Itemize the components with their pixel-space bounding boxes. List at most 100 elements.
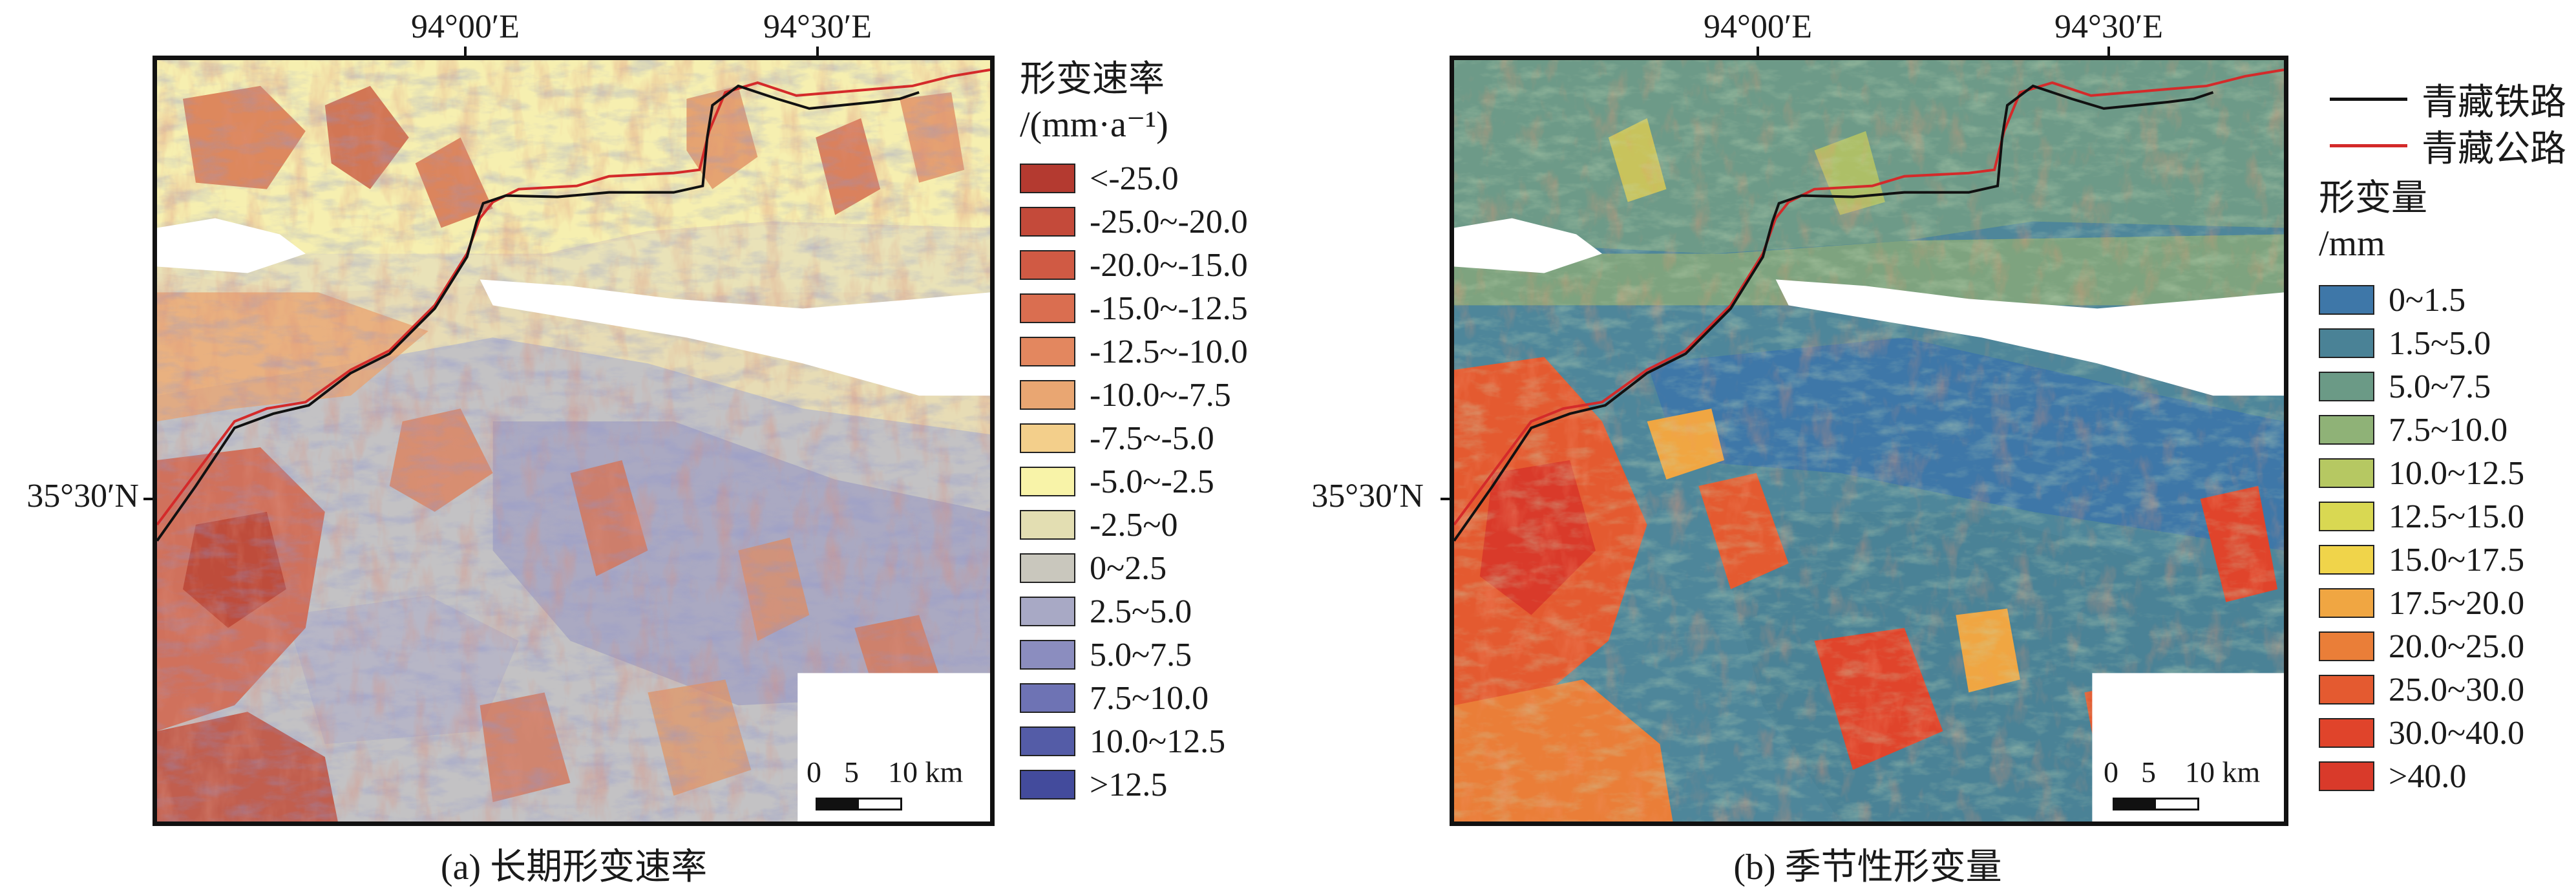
legend-title-b-line2: /mm [2319,224,2385,264]
legend-swatch [2319,761,2374,791]
legend-label: -7.5~-5.0 [1090,419,1214,457]
tick-94-00-b [1757,47,1759,57]
legend-title-a-line2: /(mm·a⁻¹) [1020,105,1168,145]
legend-label: -12.5~-10.0 [1090,333,1248,370]
map-b-raster [1454,60,2284,821]
legend-item: 25.0~30.0 [2319,670,2524,709]
legend-swatch [1020,293,1075,323]
legend-item: 12.5~15.0 [2319,497,2524,536]
legend-label: -15.0~-12.5 [1090,290,1248,327]
map-a[interactable] [153,56,995,826]
railway-route-a [157,84,920,542]
legend-title-a: 形变速率 /(mm·a⁻¹) [1020,57,1168,147]
legend-swatch [1020,380,1075,410]
legend-label: 0~2.5 [1090,549,1167,587]
legend-item: -2.5~0 [1020,505,1177,544]
legend-item: -5.0~-2.5 [1020,462,1214,501]
legend-swatch [1020,683,1075,713]
legend-item: -25.0~-20.0 [1020,202,1248,241]
legend-label: 5.0~7.5 [1090,636,1192,673]
legend-swatch [2319,372,2374,401]
legend-label: 12.5~15.0 [2389,498,2525,535]
legend-item: 7.5~10.0 [2319,410,2507,449]
lon-label-94-30-b: 94°30′E [2054,8,2163,45]
legend-swatch [2319,415,2374,445]
legend-item: -12.5~-10.0 [1020,332,1248,371]
legend-item: 0~2.5 [1020,549,1167,588]
legend-item: -15.0~-12.5 [1020,289,1248,328]
legend-label: 20.0~25.0 [2389,628,2525,665]
legend-swatch [1020,726,1075,756]
legend-swatch [1020,770,1075,800]
legend-swatch [2319,458,2374,488]
map-a-raster [157,60,990,821]
lon-label-94-00-b: 94°00′E [1704,8,1812,45]
railway-route-b [1454,84,2214,542]
legend-swatch [2319,675,2374,705]
legend-item: 10.0~12.5 [2319,454,2524,493]
legend-swatch [2319,545,2374,575]
panel-b: 94°00′E 94°30′E 35°30′N [1288,0,2576,890]
map-b[interactable] [1450,56,2288,826]
legend-label: -5.0~-2.5 [1090,463,1214,500]
legend-label: 15.0~17.5 [2389,541,2525,578]
scale-label-zero-b: 0 [2104,756,2118,789]
legend-label: 10.0~12.5 [2389,454,2525,492]
legend-label: 25.0~30.0 [2389,671,2525,708]
legend-swatch [1020,337,1075,366]
legend-item: 1.5~5.0 [2319,324,2491,363]
legend-item: 20.0~25.0 [2319,627,2524,666]
legend-title-b: 形变量 /mm [2319,176,2427,266]
legend-swatch [1020,510,1075,540]
legend-item: -7.5~-5.0 [1020,419,1214,458]
legend-swatch [1020,423,1075,453]
scale-label-ten-a: 10 km [888,756,964,789]
legend-swatch [2319,328,2374,358]
legend-label: 7.5~10.0 [2389,411,2508,449]
route-line-sample [2330,143,2407,147]
legend-swatch [2319,631,2374,661]
scale-label-five-b: 5 [2141,756,2156,789]
legend-label: -25.0~-20.0 [1090,203,1248,240]
legend-item: 5.0~7.5 [2319,367,2491,406]
scale-bar-b [2113,798,2199,811]
legend-label: -10.0~-7.5 [1090,376,1231,414]
lon-label-94-00: 94°00′E [411,8,520,45]
legend-title-a-line1: 形变速率 [1020,59,1165,100]
legend-label: 1.5~5.0 [2389,324,2491,362]
legend-item: <-25.0 [1020,159,1179,198]
highway-route-b [1454,69,2284,525]
legend-item: 0~1.5 [2319,281,2465,319]
tick-94-00 [464,47,467,57]
legend-swatch [1020,640,1075,670]
legend-item: 5.0~7.5 [1020,635,1192,674]
legend-item: >40.0 [2319,757,2466,796]
lon-label-94-30: 94°30′E [763,8,872,45]
legend-swatch [1020,597,1075,626]
legend-label: >12.5 [1090,766,1168,803]
legend-label: 0~1.5 [2389,281,2466,319]
legend-item: 7.5~10.0 [1020,679,1209,717]
legend-swatch [1020,164,1075,193]
legend-item: >12.5 [1020,765,1167,804]
route-legend-label: 青藏公路 [2422,129,2566,169]
scale-bar-a [816,798,902,811]
lat-label-35-30: 35°30′N [26,478,139,514]
legend-item: -20.0~-15.0 [1020,246,1248,284]
legend-item: -10.0~-7.5 [1020,376,1231,414]
legend-item: 15.0~17.5 [2319,540,2524,579]
caption-a: (a) 长期形变速率 [440,847,708,887]
legend-label: 10.0~12.5 [1090,723,1226,760]
scale-label-zero-a: 0 [807,756,821,789]
legend-item: 10.0~12.5 [1020,722,1225,761]
tick-35-30 [143,498,154,500]
panel-a: 94°00′E 94°30′E 35°30′N [26,8,1248,887]
legend-swatch [2319,718,2374,748]
legend-swatch [2319,502,2374,531]
legend-label: >40.0 [2389,758,2467,795]
legend-label: 2.5~5.0 [1090,593,1192,630]
legend-swatch [1020,207,1075,237]
legend-label: <-25.0 [1090,160,1179,197]
tick-94-30-b [2107,47,2110,57]
legend-item: 17.5~20.0 [2319,584,2524,622]
